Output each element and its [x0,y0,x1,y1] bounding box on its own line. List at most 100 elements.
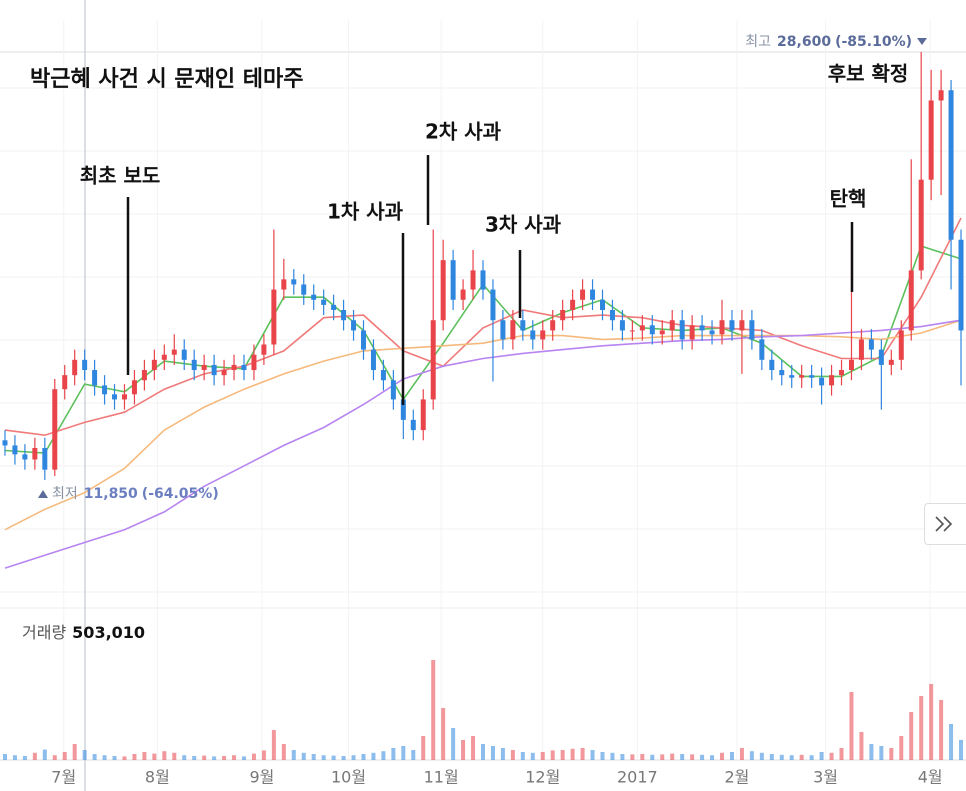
volume-bar [142,752,147,760]
volume-bar [371,752,376,760]
volume-bar [42,749,47,760]
volume-bar [461,740,466,760]
volume-bar [690,754,695,760]
candle-body [370,349,376,371]
volume-bar [321,755,326,760]
volume-bar [829,752,834,760]
candle-body [948,90,954,240]
volume-bar [32,752,37,760]
volume-bar [889,748,894,760]
volume-bar [52,755,57,760]
candle-body [560,310,566,321]
candle-body [380,370,386,381]
volume-bar [152,753,157,760]
volume-bar [182,755,187,760]
candle-body [739,320,745,331]
volume-bar [909,712,914,760]
candle-body [420,399,426,431]
candle-body [779,370,785,376]
volume-bar [202,755,207,760]
volume-bar [819,752,824,760]
volume-bar [520,752,525,760]
volume-bar [500,748,505,760]
volume-bar [590,750,595,760]
x-tick-label: 9월 [249,768,274,787]
moving-average [4,217,962,437]
candle-body [719,320,725,335]
volume-bar [361,754,366,760]
candle-body [231,364,237,371]
x-tick-label: 2017 [617,768,658,787]
candle-body [281,279,287,290]
volume-bar [720,752,725,760]
candle-body [430,320,436,400]
volume-bar [401,746,406,760]
volume-bar [2,754,7,760]
candle-body [619,320,625,331]
candle-body [749,320,755,340]
scroll-right-button[interactable] [924,503,966,545]
candle-body [480,270,486,290]
candle-body [311,294,317,300]
volume-bar [580,748,585,760]
candle-body [490,289,496,321]
candle-body [958,239,964,331]
volume-bar [82,750,87,760]
x-tick-label: 8월 [145,768,170,787]
volume-bar [919,696,924,760]
max-change: (-85.10%) [835,34,912,50]
volume-bar [670,753,675,760]
volume-bar [680,754,685,760]
x-tick-label: 2월 [724,768,749,787]
candle-body [570,299,576,310]
candle-body [789,375,795,378]
candle-body [22,454,28,460]
candle-body [32,447,38,460]
candle-body [639,325,645,331]
volume-bar [540,752,545,760]
max-price: 28,600 [777,34,831,50]
x-tick-label: 4월 [918,768,943,787]
candle-body [918,179,924,271]
x-tick-label: 10월 [331,768,366,787]
candle-body [121,394,127,400]
candle-body [72,359,78,376]
volume-bar [550,750,555,760]
volume-bar [22,756,27,760]
volume-bar [232,755,237,760]
candle-body [440,260,446,321]
candle-body [908,270,914,331]
candle-body [271,289,277,345]
annotation: 후보 확정 [828,62,909,86]
candle-body [629,330,635,332]
candle-body [729,320,735,331]
volume-bar [431,660,436,760]
volume-bar [640,754,645,760]
candle-body [580,289,586,300]
candle-body [689,325,695,340]
candle-body [530,330,536,340]
candle-body [390,380,396,400]
volume-bar [490,746,495,760]
volume-bar [959,739,964,760]
chevron-icon [935,516,953,532]
candle-body [211,364,217,376]
volume-bar [560,750,565,760]
candle-body [759,339,765,360]
volume-bar [600,752,605,760]
volume-bar [92,754,97,760]
candle-body [52,389,58,470]
volume-bar [122,756,127,760]
volume-bar [869,744,874,760]
volume-bar [421,736,426,760]
moving-average [4,319,962,569]
candle-body [809,375,815,378]
candle-body [928,100,934,180]
candle-body [112,394,118,400]
volume-bar [729,752,734,760]
volume-bar [939,700,944,760]
candle-body [460,289,466,300]
volume-bar [271,730,276,760]
